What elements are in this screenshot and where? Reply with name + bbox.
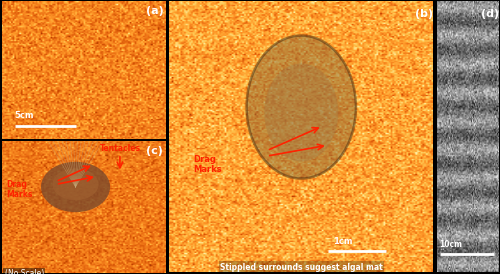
Text: (No Scale): (No Scale) xyxy=(5,269,44,274)
Text: (d): (d) xyxy=(481,9,500,19)
Ellipse shape xyxy=(52,169,98,200)
Text: 1cm: 1cm xyxy=(333,237,352,246)
Text: Drag
Marks: Drag Marks xyxy=(193,155,222,174)
Text: Stippled surrounds suggest algal mat: Stippled surrounds suggest algal mat xyxy=(220,263,382,272)
Ellipse shape xyxy=(41,162,110,212)
Text: Tentacles: Tentacles xyxy=(100,144,140,153)
Text: (b): (b) xyxy=(415,9,433,19)
Text: (c): (c) xyxy=(146,146,163,156)
Text: (a): (a) xyxy=(146,6,164,16)
Text: Drag
Marks: Drag Marks xyxy=(6,180,33,199)
Ellipse shape xyxy=(246,36,356,179)
Text: 5cm: 5cm xyxy=(14,111,34,119)
Text: 10cm: 10cm xyxy=(440,240,462,249)
Ellipse shape xyxy=(264,64,338,161)
